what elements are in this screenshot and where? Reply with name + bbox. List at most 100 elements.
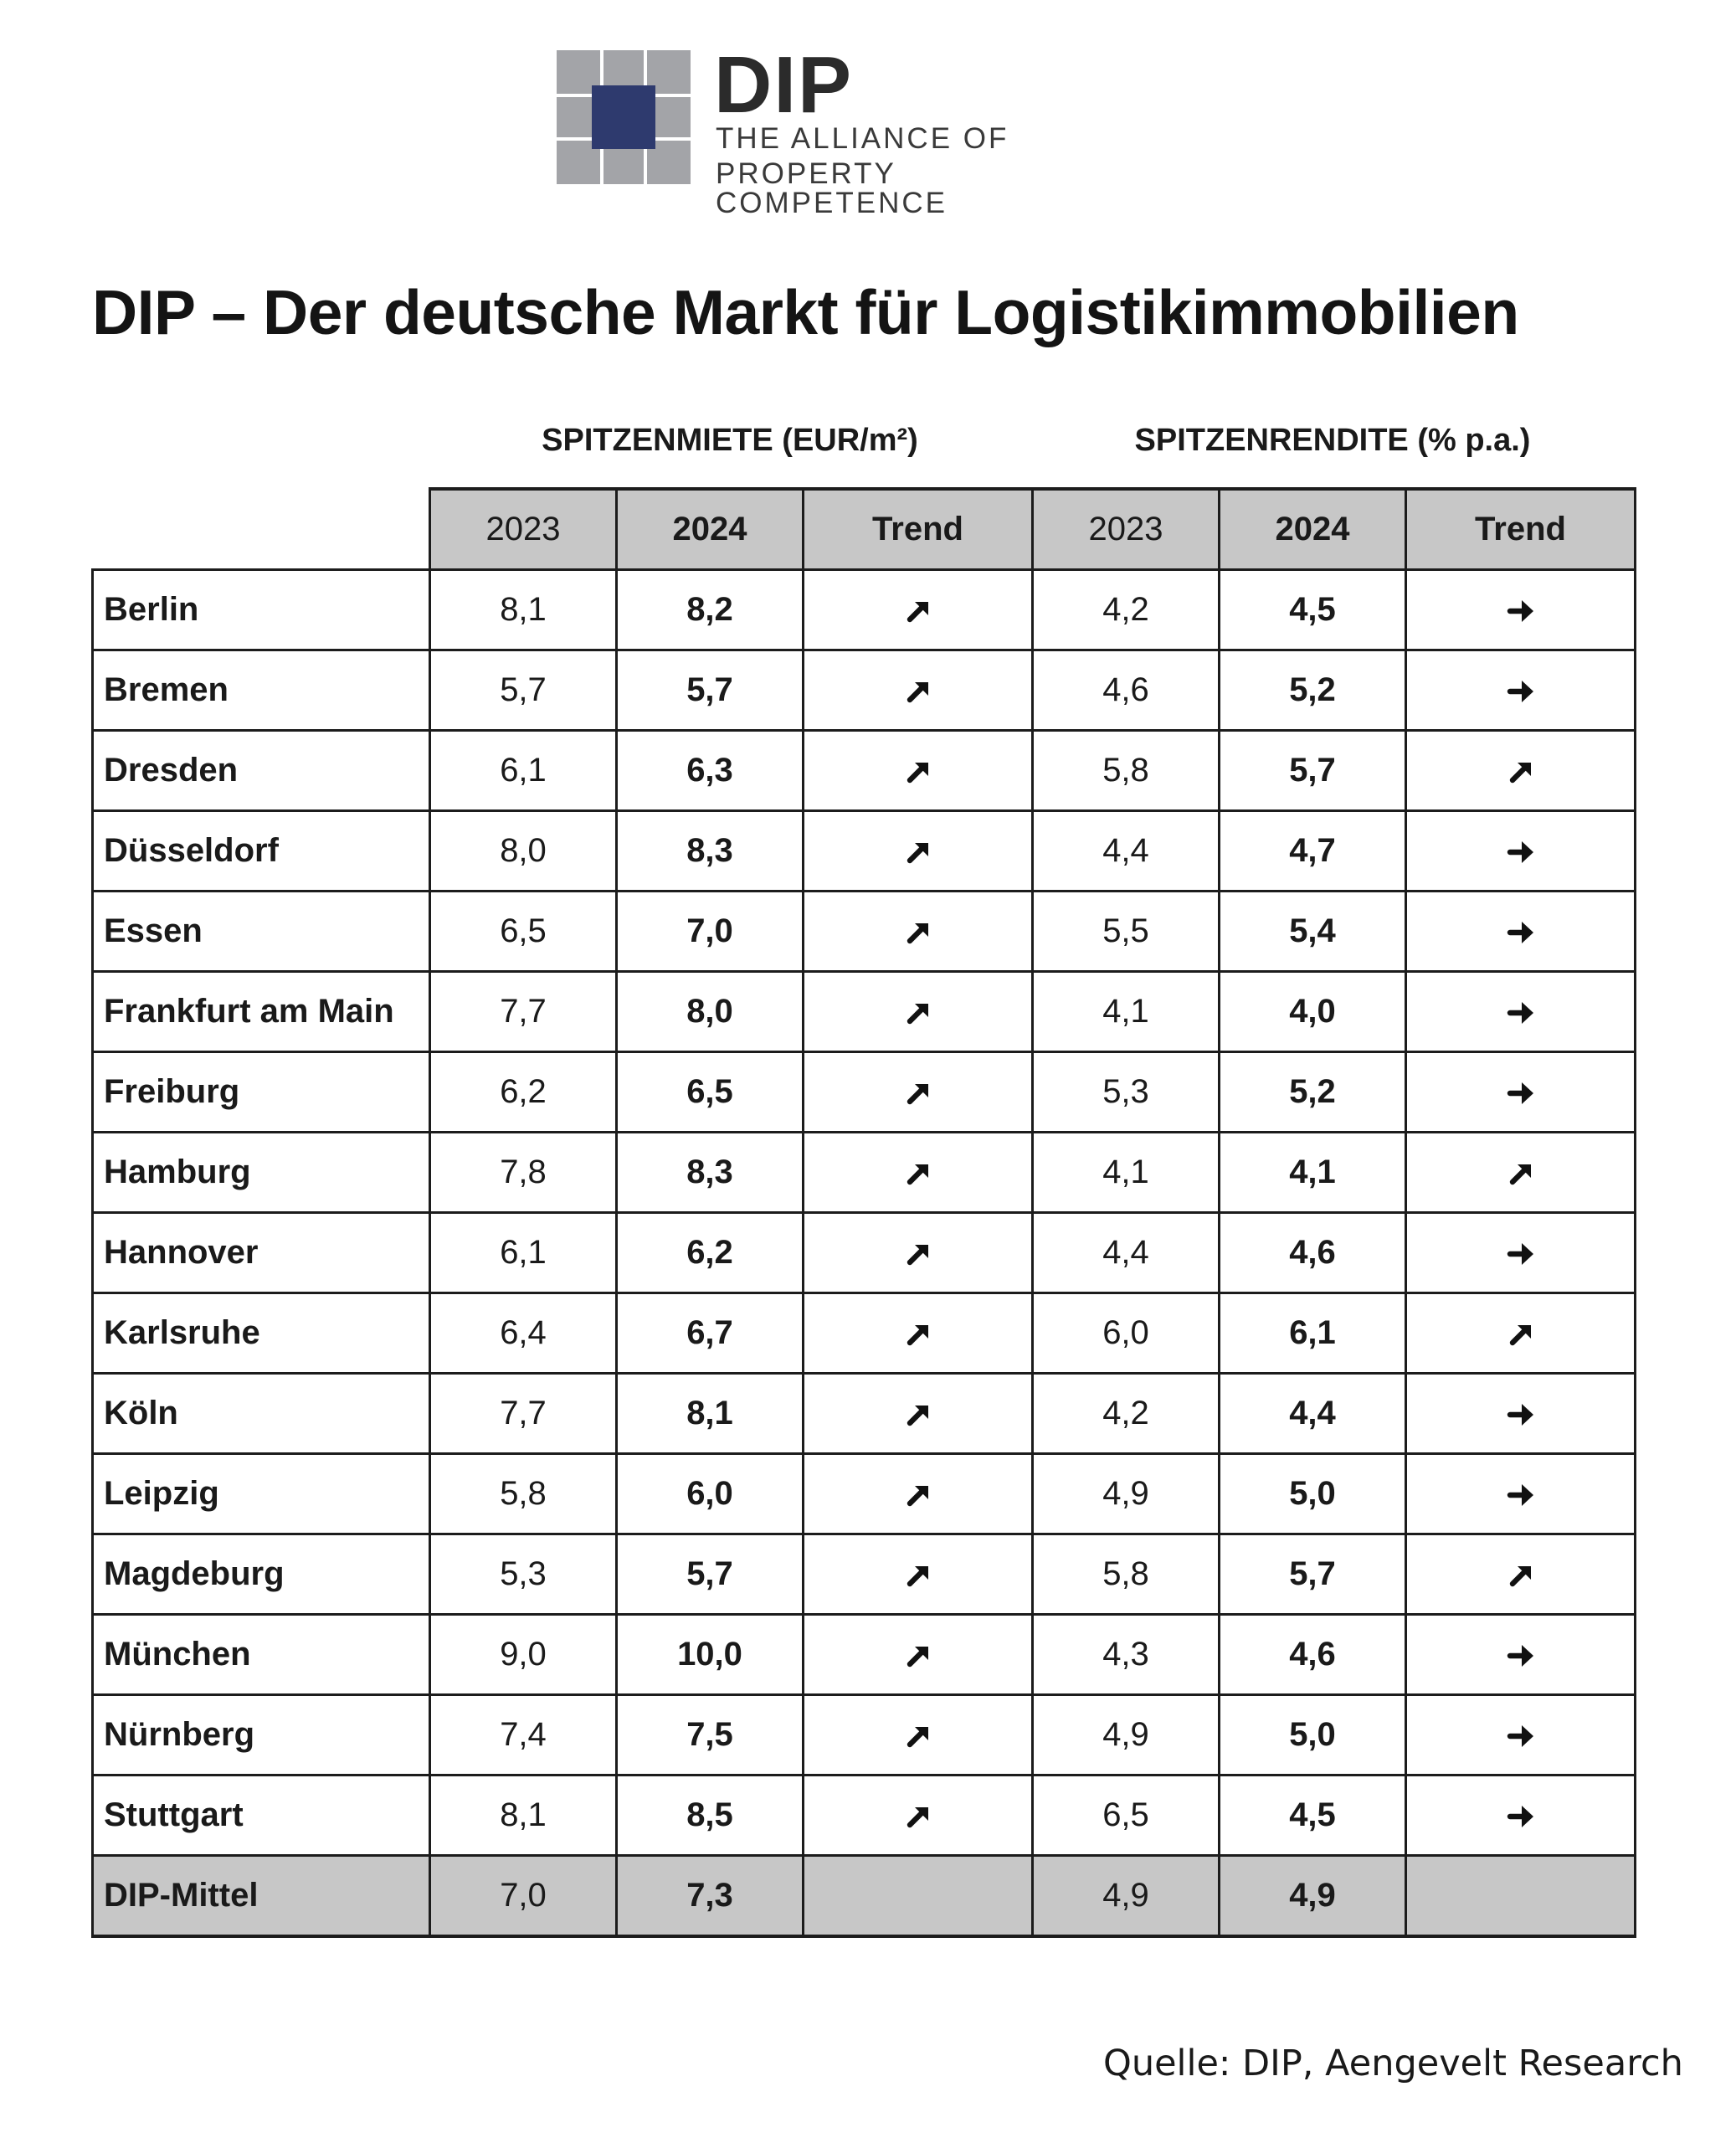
yield-2024: 5,4	[1218, 890, 1407, 973]
rent-2023: 7,4	[429, 1693, 618, 1776]
city-name: Frankfurt am Main	[91, 970, 431, 1053]
yield-trend	[1405, 1131, 1636, 1214]
yield-2023: 4,4	[1031, 809, 1220, 892]
average-rent-trend	[802, 1854, 1034, 1938]
rent-2024: 6,7	[615, 1292, 804, 1375]
yield-trend	[1405, 1452, 1636, 1535]
arrow-up-right-icon	[901, 1234, 935, 1271]
city-name: Berlin	[91, 568, 431, 651]
col-header-rent-2023: 2023	[429, 487, 618, 571]
average-label: DIP-Mittel	[91, 1854, 431, 1938]
source-note: Quelle: DIP, Aengevelt Research	[1103, 2043, 1683, 2084]
yield-2024: 4,0	[1218, 970, 1407, 1053]
table-header-row: 2023 2024 Trend 2023 2024 Trend	[93, 487, 1636, 571]
city-name: Essen	[91, 890, 431, 973]
table-row: Karlsruhe 6,4 6,7 6,0 6,1	[91, 1292, 1636, 1375]
yield-2023: 5,5	[1031, 890, 1220, 973]
rent-trend	[802, 970, 1034, 1053]
yield-2024: 4,5	[1218, 568, 1407, 651]
city-name: Nürnberg	[91, 1693, 431, 1776]
rent-2023: 5,7	[429, 649, 618, 732]
rent-2023: 6,5	[429, 890, 618, 973]
table-row: Frankfurt am Main 7,7 8,0 4,1 4,0	[91, 970, 1636, 1053]
arrow-up-right-icon	[901, 832, 935, 869]
arrow-right-icon	[1504, 1636, 1538, 1673]
arrow-up-right-icon	[901, 1073, 935, 1110]
col-header-yield-trend: Trend	[1405, 487, 1636, 571]
yield-2024: 5,2	[1218, 1051, 1407, 1133]
arrow-up-right-icon	[901, 1314, 935, 1351]
rent-2023: 8,1	[429, 1774, 618, 1857]
header-empty-cell	[93, 489, 430, 570]
average-yield-trend	[1405, 1854, 1636, 1938]
rent-2023: 6,4	[429, 1292, 618, 1375]
yield-trend	[1405, 890, 1636, 973]
rent-2023: 8,0	[429, 809, 618, 892]
yield-2023: 6,5	[1031, 1774, 1220, 1857]
arrow-up-right-icon	[901, 1716, 935, 1753]
rent-2023: 5,8	[429, 1452, 618, 1535]
table-row: Bremen 5,7 5,7 4,6 5,2	[91, 649, 1636, 732]
average-rent-2023: 7,0	[429, 1854, 618, 1938]
arrow-right-icon	[1504, 1796, 1538, 1833]
rent-2024: 8,2	[615, 568, 804, 651]
yield-2023: 5,3	[1031, 1051, 1220, 1133]
rent-2023: 6,1	[429, 729, 618, 812]
average-yield-2024: 4,9	[1218, 1854, 1407, 1938]
city-name: Freiburg	[91, 1051, 431, 1133]
dip-logo-mark	[557, 50, 691, 184]
table-row: Hannover 6,1 6,2 4,4 4,6	[91, 1211, 1636, 1294]
yield-2023: 4,2	[1031, 1372, 1220, 1455]
yield-2023: 5,8	[1031, 1533, 1220, 1616]
col-header-yield-2024: 2024	[1218, 487, 1407, 571]
city-name: Hannover	[91, 1211, 431, 1294]
yield-2023: 6,0	[1031, 1292, 1220, 1375]
city-name: Magdeburg	[91, 1533, 431, 1616]
arrow-up-right-icon	[901, 993, 935, 1030]
arrow-right-icon	[1504, 832, 1538, 869]
yield-2024: 4,6	[1218, 1211, 1407, 1294]
arrow-up-right-icon	[901, 1395, 935, 1431]
yield-2024: 5,2	[1218, 649, 1407, 732]
city-name: Bremen	[91, 649, 431, 732]
arrow-right-icon	[1504, 1475, 1538, 1512]
market-table: 2023 2024 Trend 2023 2024 Trend Berlin 8,…	[91, 487, 1636, 1938]
table-row: München 9,0 10,0 4,3 4,6	[91, 1613, 1636, 1696]
city-name: Karlsruhe	[91, 1292, 431, 1375]
rent-2023: 6,2	[429, 1051, 618, 1133]
yield-trend	[1405, 1693, 1636, 1776]
rent-2024: 10,0	[615, 1613, 804, 1696]
yield-2024: 4,6	[1218, 1613, 1407, 1696]
yield-trend	[1405, 1533, 1636, 1616]
rent-trend	[802, 1292, 1034, 1375]
city-name: Dresden	[91, 729, 431, 812]
yield-2023: 4,9	[1031, 1452, 1220, 1535]
rent-trend	[802, 1452, 1034, 1535]
logo-tagline-2: PROPERTY COMPETENCE	[716, 157, 948, 219]
arrow-up-right-icon	[901, 1796, 935, 1833]
rent-trend	[802, 1372, 1034, 1455]
city-name: Leipzig	[91, 1452, 431, 1535]
rent-2024: 8,1	[615, 1372, 804, 1455]
yield-trend	[1405, 649, 1636, 732]
rent-2024: 8,3	[615, 809, 804, 892]
col-header-rent-trend: Trend	[802, 487, 1034, 571]
yield-2023: 4,6	[1031, 649, 1220, 732]
table-row: Hamburg 7,8 8,3 4,1 4,1	[91, 1131, 1636, 1214]
table-row: Nürnberg 7,4 7,5 4,9 5,0	[91, 1693, 1636, 1776]
city-name: Hamburg	[91, 1131, 431, 1214]
yield-trend	[1405, 809, 1636, 892]
rent-trend	[802, 1051, 1034, 1133]
arrow-right-icon	[1504, 993, 1538, 1030]
average-yield-2023: 4,9	[1031, 1854, 1220, 1938]
yield-trend	[1405, 1051, 1636, 1133]
arrow-up-right-icon	[1504, 1154, 1538, 1190]
table-row: Köln 7,7 8,1 4,2 4,4	[91, 1372, 1636, 1455]
logo-center-square	[592, 85, 655, 149]
rent-2024: 7,5	[615, 1693, 804, 1776]
arrow-up-right-icon	[901, 752, 935, 789]
rent-trend	[802, 1211, 1034, 1294]
logo-name: DIP	[714, 40, 854, 130]
rent-2024: 8,0	[615, 970, 804, 1053]
yield-2023: 4,3	[1031, 1613, 1220, 1696]
